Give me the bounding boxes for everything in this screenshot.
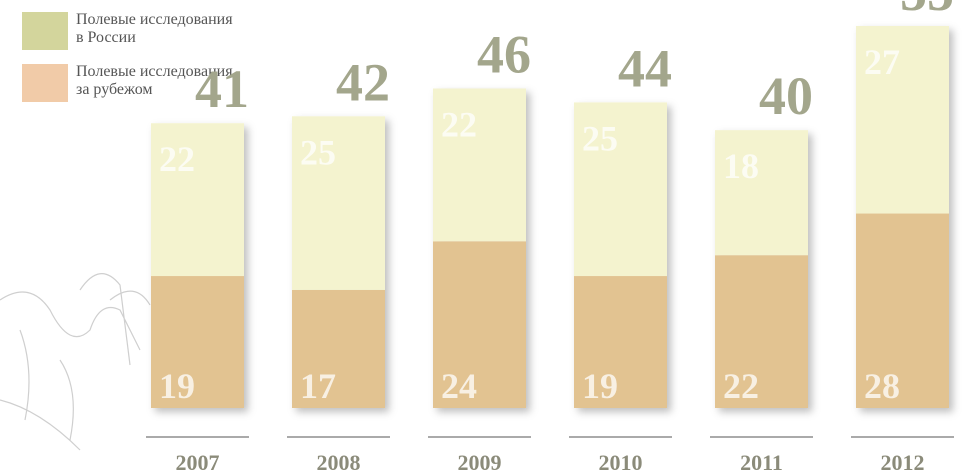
bar-group — [292, 116, 385, 408]
value-label: 22 — [723, 366, 759, 406]
total-label: 41 — [195, 59, 249, 119]
x-tick-label: 2007 — [176, 450, 220, 473]
bar-segment — [292, 116, 385, 290]
bar-segment — [433, 88, 526, 242]
x-tick-label: 2012 — [881, 450, 925, 473]
value-label: 22 — [441, 105, 477, 145]
value-label: 18 — [723, 146, 759, 186]
bar-group — [151, 123, 244, 408]
bar-segment — [433, 241, 526, 408]
sketch — [0, 273, 151, 451]
bar-segment — [574, 276, 667, 408]
legend-swatch — [22, 12, 68, 50]
bar-group — [574, 102, 667, 408]
legend-swatch — [22, 64, 68, 102]
legend-label: Полевые исследования — [76, 11, 233, 28]
value-label: 28 — [864, 366, 900, 406]
total-label: 40 — [759, 66, 813, 126]
x-tick-label: 2011 — [740, 450, 783, 473]
legend-label: за рубежом — [76, 81, 153, 98]
value-label: 25 — [582, 118, 618, 158]
bar-group — [433, 88, 526, 408]
bar-group — [715, 130, 808, 408]
total-label: 44 — [618, 38, 672, 98]
value-label: 17 — [300, 366, 336, 406]
legend-label: Полевые исследования — [76, 63, 233, 80]
value-label: 24 — [441, 366, 477, 406]
legend-label: в России — [76, 29, 136, 46]
value-label: 25 — [300, 132, 336, 172]
bar-segment — [856, 26, 949, 214]
total-label: 42 — [336, 52, 390, 112]
x-tick-label: 2010 — [599, 450, 643, 473]
value-label: 19 — [582, 366, 618, 406]
x-tick-label: 2009 — [458, 450, 502, 473]
value-label: 27 — [864, 42, 900, 82]
bar-segment — [856, 213, 949, 408]
bar-segment — [715, 130, 808, 256]
bar-segment — [151, 123, 244, 277]
bar-segment — [715, 255, 808, 408]
bar-segment — [574, 102, 667, 277]
total-label: 55 — [900, 0, 954, 22]
x-tick-label: 2008 — [317, 450, 361, 473]
total-label: 46 — [477, 25, 531, 85]
value-label: 19 — [159, 366, 195, 406]
value-label: 22 — [159, 139, 195, 179]
bar-segment — [292, 289, 385, 408]
bar-segment — [151, 276, 244, 408]
bar-group — [856, 26, 949, 408]
